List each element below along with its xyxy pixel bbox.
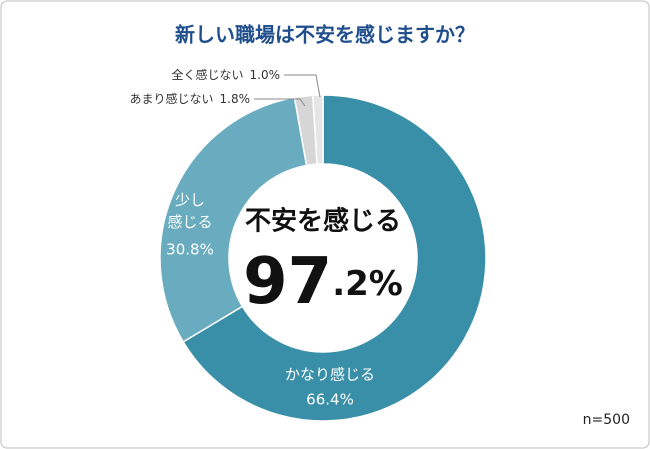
center-label: 不安を感じる <box>245 207 401 237</box>
chart-title: 新しい職場は不安を感じますか？ <box>175 23 475 47</box>
segment-label: かなり感じる <box>285 366 375 384</box>
value-label: 1.8% <box>220 92 251 106</box>
donut-segment <box>311 94 324 165</box>
outside-label: 全く感じない 1.0% <box>171 67 280 82</box>
value-label: 1.0% <box>250 68 281 82</box>
segment-label: 少し感じる <box>167 191 212 231</box>
leader-line <box>284 74 321 98</box>
outside-label: あまり感じない 1.8% <box>129 91 250 106</box>
donut-segment <box>159 96 308 343</box>
label-line: 少し <box>175 191 205 209</box>
donut-segment <box>182 94 487 422</box>
leader-line <box>254 98 306 107</box>
category-label: 全く感じない <box>171 67 243 82</box>
sample-size: n=500 <box>583 412 630 428</box>
center-value: 97.2% <box>243 245 403 319</box>
value-label: 66.4% <box>306 391 354 409</box>
center-value-integer: 97 <box>243 245 332 319</box>
center-value-fraction: .2% <box>332 264 403 304</box>
value-label: 30.8% <box>166 241 214 259</box>
category-label: あまり感じない <box>129 91 213 106</box>
label-line: 感じる <box>167 213 212 231</box>
